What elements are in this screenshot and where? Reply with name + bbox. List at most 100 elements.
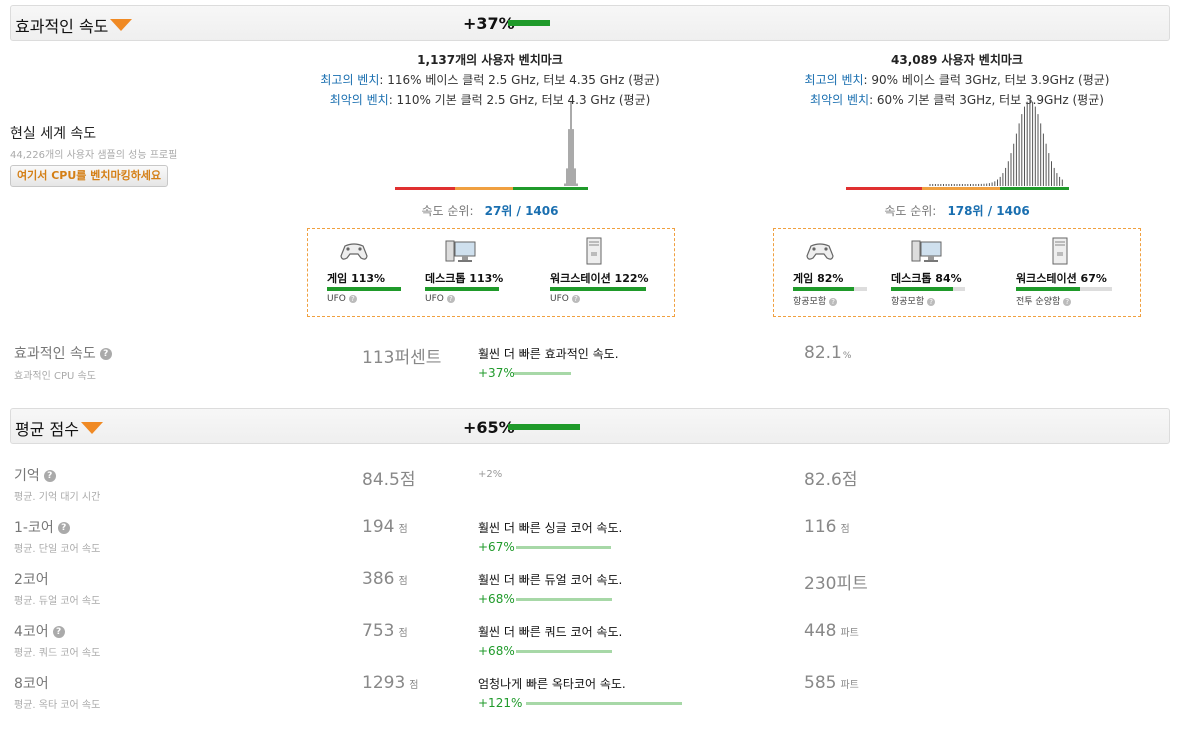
realworld-title: 현실 세계 속도	[10, 126, 97, 142]
category-label: 데스크톱 84%	[891, 272, 962, 285]
best-bench-link[interactable]: 최고의 벤치	[320, 73, 380, 87]
category-label: 데스크톱 113%	[425, 272, 504, 285]
score-pct: +67%	[478, 540, 515, 554]
score-row-sub: 평균. 단일 코어 속도	[14, 544, 101, 555]
help-icon[interactable]: ?	[571, 294, 580, 303]
category-sub: 항공모함?	[793, 294, 838, 307]
score-pct: +68%	[478, 644, 515, 658]
category-label: 워크스테이션 122%	[550, 272, 649, 285]
section-delta-bar	[508, 20, 550, 26]
help-icon[interactable]: ?	[446, 294, 455, 303]
dropdown-arrow-icon[interactable]	[110, 19, 132, 31]
category-sub: UFO?	[550, 294, 580, 304]
section-delta: +37%	[463, 14, 515, 33]
section-title: 효과적인 속도	[15, 17, 109, 36]
score-right-value: 82.6점	[804, 470, 858, 490]
benchmark-cpu-button[interactable]: 여기서 CPU를 벤치마킹하세요	[10, 165, 169, 187]
effective-left-value: 113퍼센트	[362, 348, 442, 368]
effective-speed-sub: 효과적인 CPU 속도	[14, 371, 96, 382]
section-bar-average-score[interactable]: 평균 점수 +65%	[10, 408, 1170, 444]
effective-right-value: 82.1%	[804, 343, 852, 363]
category-label: 게임 82%	[793, 272, 844, 285]
score-row-label: 기억?	[14, 465, 56, 485]
score-right-value: 116 점	[804, 517, 850, 537]
score-row-label: 4코어?	[14, 621, 65, 641]
category-sub: UFO?	[327, 294, 357, 304]
score-desc: 훨씬 더 빠른 쿼드 코어 속도.	[478, 625, 623, 639]
desktop-icon	[911, 240, 942, 262]
worst-bench-text: : 110% 기본 클럭 2.5 GHz, 터보 4.3 GHz (평균)	[388, 93, 651, 107]
score-right-value: 448 파트	[804, 621, 859, 641]
category-box-left	[307, 228, 675, 317]
score-pct: +68%	[478, 592, 515, 606]
category-bar-fill	[891, 287, 954, 291]
category-bar-fill	[793, 287, 854, 291]
score-left-value: 84.5점	[362, 470, 416, 490]
category-bar	[327, 287, 401, 291]
worst-bench-text: : 60% 기본 클럭 3GHz, 터보 3.9GHz (평균)	[869, 93, 1104, 107]
category-bar-fill	[425, 287, 499, 291]
rank-value[interactable]: 178위 / 1406	[947, 204, 1030, 218]
category-bar	[793, 287, 867, 291]
category-bar	[1016, 287, 1112, 291]
score-row-label: 2코어	[14, 572, 49, 588]
score-left-value: 386 점	[362, 569, 408, 589]
effective-pct-bar	[514, 372, 571, 375]
help-icon[interactable]: ?	[43, 470, 56, 482]
rank-value[interactable]: 27위 / 1406	[484, 204, 559, 218]
score-pct-bar	[526, 702, 682, 705]
effective-pct: +37%	[478, 366, 515, 380]
score-row-sub: 평균. 옥타 코어 속도	[14, 700, 101, 711]
bench-count: 1,137개의 사용자 벤치마크	[417, 53, 563, 67]
score-desc: 훨씬 더 빠른 싱글 코어 속도.	[478, 521, 623, 535]
score-desc: 엄청나게 빠른 옥타코어 속도.	[478, 677, 626, 691]
section-delta-bar	[508, 424, 580, 430]
desktop-icon	[445, 240, 476, 262]
workstation-icon	[586, 237, 602, 265]
category-sub: 전투 순양함?	[1016, 294, 1072, 307]
score-pct-bar	[516, 650, 612, 653]
effective-desc: 훨씬 더 빠른 효과적인 속도.	[478, 347, 619, 361]
score-row-sub: 평균. 듀얼 코어 속도	[14, 596, 101, 607]
help-icon[interactable]: ?	[348, 294, 357, 303]
help-icon[interactable]: ?	[927, 297, 936, 306]
help-icon[interactable]: ?	[99, 348, 112, 360]
score-pct-bar	[516, 598, 612, 601]
category-label: 워크스테이션 67%	[1016, 272, 1107, 285]
category-bar	[550, 287, 646, 291]
score-pct: +121%	[478, 696, 523, 710]
help-icon[interactable]: ?	[52, 626, 65, 638]
help-icon[interactable]: ?	[829, 297, 838, 306]
category-sub: 항공모함?	[891, 294, 936, 307]
score-left-value: 194 점	[362, 517, 408, 537]
score-pct: +2%	[478, 469, 503, 480]
worst-bench-link[interactable]: 최악의 벤치	[810, 93, 870, 107]
section-delta: +65%	[463, 418, 515, 437]
help-icon[interactable]: ?	[1063, 297, 1072, 306]
category-label: 게임 113%	[327, 272, 386, 285]
histogram-right	[846, 100, 1069, 190]
best-bench-text: : 90% 베이스 클럭 3GHz, 터보 3.9GHz (평균)	[863, 73, 1110, 87]
workstation-icon	[1052, 237, 1068, 265]
score-pct-bar	[516, 546, 611, 549]
best-bench-link[interactable]: 최고의 벤치	[804, 73, 864, 87]
section-title: 평균 점수	[15, 420, 79, 439]
help-icon[interactable]: ?	[57, 522, 70, 534]
worst-bench-link[interactable]: 최악의 벤치	[329, 93, 389, 107]
score-row-sub: 평균. 기억 대기 시간	[14, 492, 101, 503]
effective-speed-label: 효과적인 속도?	[14, 343, 112, 363]
section-bar-effective-speed[interactable]: 효과적인 속도 +37%	[10, 5, 1170, 41]
score-right-value: 585 파트	[804, 673, 859, 693]
gamepad-icon	[340, 243, 368, 260]
category-bar	[891, 287, 965, 291]
score-row-label: 1-코어?	[14, 517, 70, 537]
score-row-sub: 평균. 쿼드 코어 속도	[14, 648, 101, 659]
dropdown-arrow-icon[interactable]	[81, 422, 103, 434]
score-left-value: 1293 점	[362, 673, 419, 693]
best-bench-text: : 116% 베이스 클럭 2.5 GHz, 터보 4.35 GHz (평균)	[379, 73, 660, 87]
score-desc: 훨씬 더 빠른 듀얼 코어 속도.	[478, 573, 623, 587]
category-bar-fill	[327, 287, 401, 291]
score-right-value: 230피트	[804, 574, 868, 594]
rank-label: 속도 순위:	[884, 204, 937, 218]
rank-label: 속도 순위:	[421, 204, 474, 218]
